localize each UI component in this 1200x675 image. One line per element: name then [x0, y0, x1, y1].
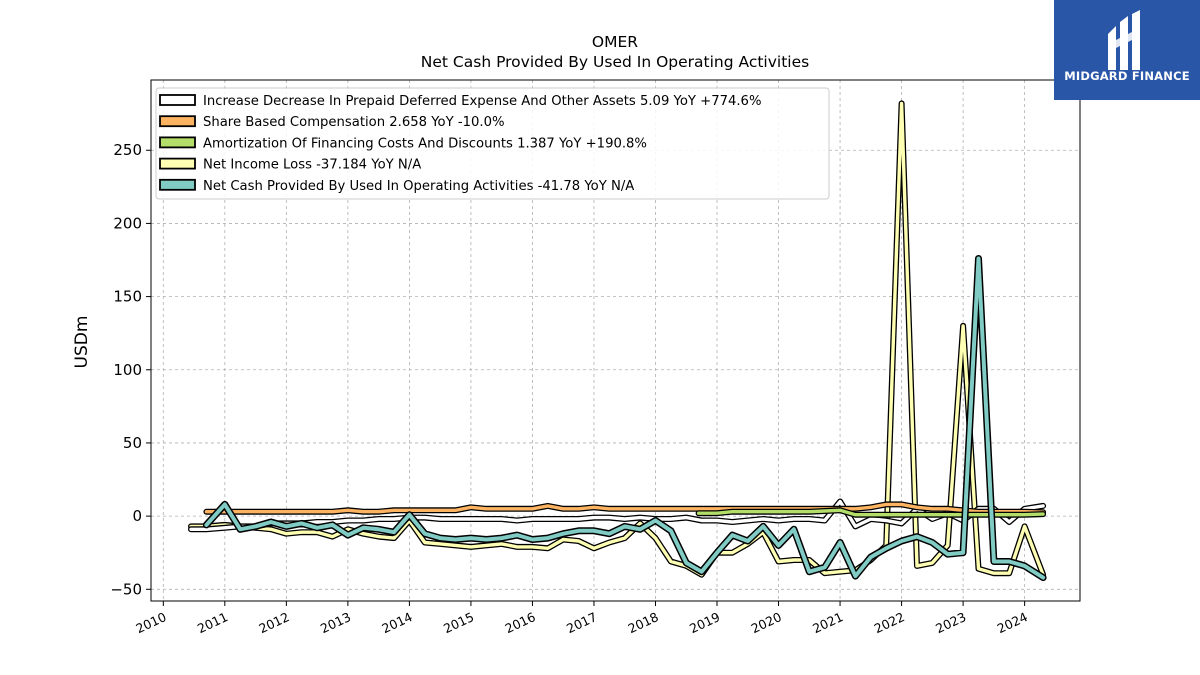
plot-frame — [150, 79, 1081, 602]
x-tick-label: 2018 — [626, 609, 661, 636]
x-tick-label: 2015 — [441, 609, 476, 636]
series-line — [204, 256, 1046, 580]
legend: Increase Decrease In Prepaid Deferred Ex… — [155, 87, 830, 200]
series-line — [189, 101, 1045, 577]
brand-logo: MIDGARD FINANCE — [1054, 0, 1200, 100]
x-tick-label: 2013 — [318, 609, 353, 636]
legend-label: Net Income Loss -37.184 YoY N/A — [203, 158, 421, 173]
series-lines — [188, 100, 1047, 582]
y-tick-label: −50 — [110, 580, 142, 598]
legend-box — [155, 87, 830, 200]
legend-swatch — [159, 157, 196, 170]
x-tick-label: 2011 — [195, 609, 230, 636]
x-tick-label: 2024 — [995, 609, 1030, 636]
legend-swatch — [159, 115, 196, 128]
x-tick-label: 2014 — [379, 609, 414, 636]
x-tick-label: 2019 — [687, 609, 722, 636]
legend-label: Increase Decrease In Prepaid Deferred Ex… — [203, 94, 761, 109]
x-tick-label: 2010 — [133, 609, 168, 636]
legend-label: Share Based Compensation 2.658 YoY -10.0… — [203, 115, 505, 130]
midgard-logo-icon — [1108, 10, 1140, 70]
chart-title: OMER — [592, 33, 638, 51]
y-tick-label: 250 — [113, 141, 142, 159]
series-line — [189, 499, 1045, 531]
x-tick-label: 2016 — [503, 609, 538, 636]
legend-swatch — [159, 178, 196, 191]
series-line — [204, 502, 1045, 514]
brand-name: MIDGARD FINANCE — [1064, 69, 1190, 83]
y-tick-label: 100 — [113, 361, 142, 379]
x-tick-label: 2021 — [810, 609, 845, 636]
y-tick-label: 0 — [132, 507, 142, 525]
y-tick-label: 150 — [113, 288, 142, 306]
y-axis-label: USDm — [72, 316, 92, 369]
chart-subtitle: Net Cash Provided By Used In Operating A… — [421, 53, 809, 71]
x-tick-label: 2020 — [749, 609, 784, 636]
legend-swatch — [159, 136, 196, 149]
y-tick-label: 200 — [113, 214, 142, 232]
legend-label: Amortization Of Financing Costs And Disc… — [203, 136, 647, 151]
x-tick-label: 2023 — [933, 609, 968, 636]
x-tick-label: 2022 — [872, 609, 907, 636]
legend-label: Net Cash Provided By Used In Operating A… — [203, 179, 634, 194]
legend-swatch — [159, 94, 196, 106]
series-line — [696, 508, 1045, 517]
x-tick-label: 2017 — [564, 609, 599, 636]
y-tick-label: 50 — [123, 434, 142, 452]
x-tick-label: 2012 — [256, 609, 291, 636]
